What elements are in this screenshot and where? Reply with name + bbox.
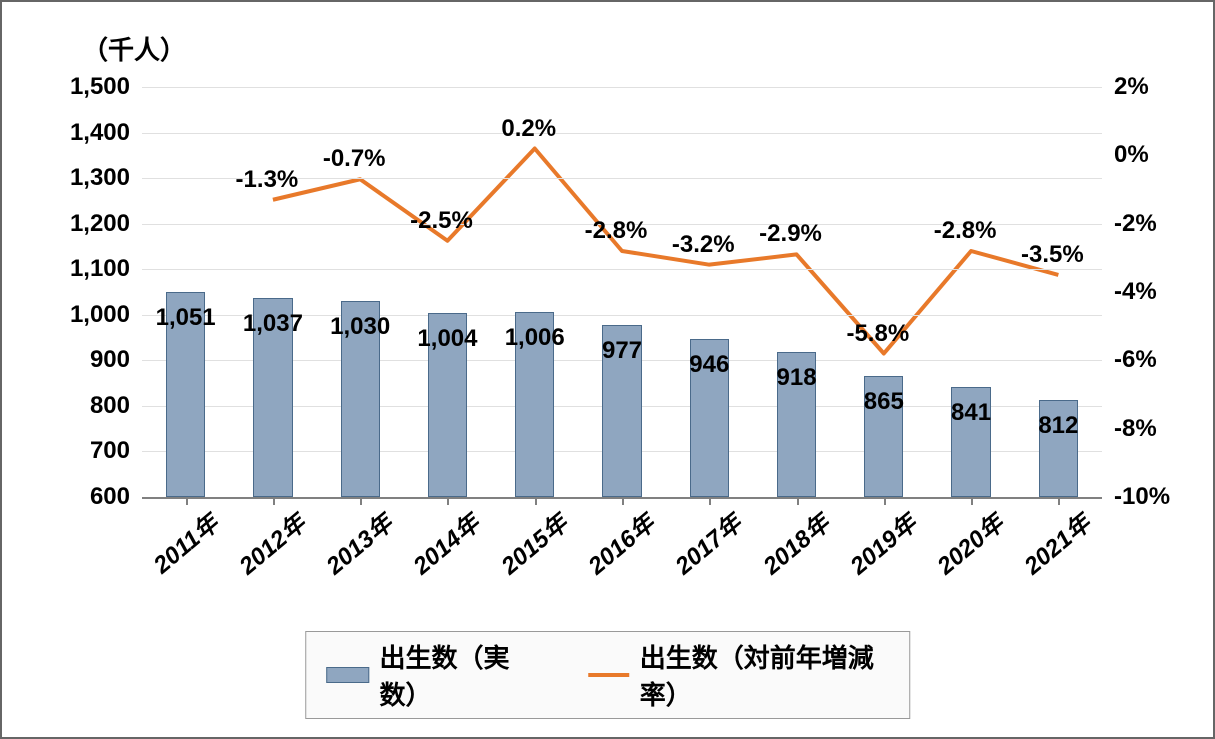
x-tick-mark: [884, 497, 886, 505]
y1-tick-label: 1,500: [70, 73, 142, 101]
legend-item-line: 出生数（対前年増減率）: [588, 638, 889, 712]
line-value-label: -2.9%: [759, 220, 822, 248]
x-tick-mark: [186, 497, 188, 505]
bar-value-label: 1,030: [330, 313, 390, 341]
line-value-label: -1.3%: [236, 166, 299, 194]
x-tick-label: 2015年: [492, 504, 574, 581]
bar-value-label: 1,004: [417, 325, 477, 353]
x-tick-mark: [709, 497, 711, 505]
gridline: [142, 133, 1102, 134]
x-tick-mark: [535, 497, 537, 505]
x-tick-label: 2011年: [144, 504, 224, 579]
bar-value-label: 1,037: [243, 310, 303, 338]
bar-value-label: 946: [689, 351, 729, 379]
legend-label-line: 出生数（対前年増減率）: [640, 638, 890, 712]
y2-tick-label: 0%: [1102, 141, 1149, 169]
y-axis-unit-label: （千人）: [82, 30, 186, 67]
x-tick-mark: [1058, 497, 1060, 505]
y1-tick-label: 1,000: [70, 301, 142, 329]
y1-tick-label: 1,300: [70, 164, 142, 192]
legend-swatch-bar: [326, 667, 370, 683]
x-tick-mark: [797, 497, 799, 505]
y1-tick-label: 1,100: [70, 255, 142, 283]
x-tick-label: 2019年: [841, 504, 923, 581]
x-tick-label: 2020年: [928, 504, 1010, 581]
line-value-label: -0.7%: [323, 145, 386, 173]
x-tick-label: 2013年: [317, 504, 399, 581]
bar-value-label: 812: [1038, 412, 1078, 440]
x-tick-label: 2017年: [666, 504, 748, 581]
x-tick-mark: [971, 497, 973, 505]
x-tick-mark: [447, 497, 449, 505]
y2-tick-label: -8%: [1102, 415, 1157, 443]
y1-tick-label: 900: [90, 346, 142, 374]
gridline: [142, 269, 1102, 270]
legend-swatch-line: [588, 673, 630, 677]
y2-tick-label: 2%: [1102, 73, 1149, 101]
y1-tick-label: 1,200: [70, 210, 142, 238]
x-tick-label: 2012年: [230, 504, 312, 581]
x-tick-mark: [273, 497, 275, 505]
bar-value-label: 977: [602, 337, 642, 365]
y1-tick-label: 700: [90, 437, 142, 465]
y2-tick-label: -4%: [1102, 278, 1157, 306]
line-value-label: -2.5%: [410, 207, 473, 235]
y2-tick-label: -6%: [1102, 346, 1157, 374]
x-tick-label: 2014年: [404, 504, 486, 581]
line-value-label: -5.8%: [846, 320, 909, 348]
x-tick-label: 2021年: [1015, 504, 1097, 581]
plot-area: 6007008009001,0001,1001,2001,3001,4001,5…: [142, 87, 1102, 499]
legend-label-bars: 出生数（実数）: [380, 638, 538, 712]
x-tick-label: 2016年: [579, 504, 661, 581]
gridline: [142, 87, 1102, 88]
bar-value-label: 865: [864, 388, 904, 416]
line-value-label: -2.8%: [585, 217, 648, 245]
y1-tick-label: 1,400: [70, 119, 142, 147]
y1-tick-label: 800: [90, 392, 142, 420]
bar-value-label: 841: [951, 399, 991, 427]
y2-tick-label: -10%: [1102, 483, 1170, 511]
x-tick-mark: [622, 497, 624, 505]
line-value-label: -3.5%: [1021, 241, 1084, 269]
bar-value-label: 918: [777, 364, 817, 392]
bar-value-label: 1,006: [505, 324, 565, 352]
x-tick-label: 2018年: [753, 504, 835, 581]
chart-container: （千人） 6007008009001,0001,1001,2001,3001,4…: [0, 0, 1215, 739]
y1-tick-label: 600: [90, 483, 142, 511]
line-value-label: -2.8%: [934, 217, 997, 245]
line-polyline: [273, 149, 1058, 354]
line-value-label: 0.2%: [501, 115, 556, 143]
line-value-label: -3.2%: [672, 231, 735, 259]
bar-value-label: 1,051: [156, 304, 216, 332]
y2-tick-label: -2%: [1102, 210, 1157, 238]
x-tick-mark: [360, 497, 362, 505]
legend: 出生数（実数） 出生数（対前年増減率）: [305, 631, 911, 719]
legend-item-bars: 出生数（実数）: [326, 638, 538, 712]
